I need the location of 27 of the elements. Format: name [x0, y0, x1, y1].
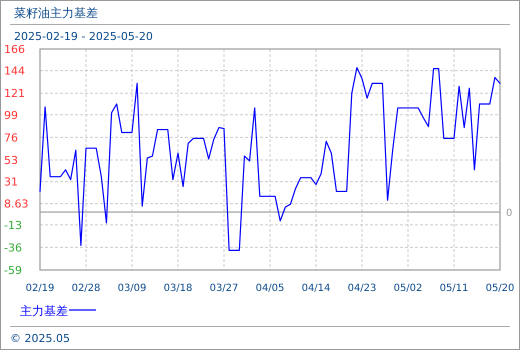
- x-tick-label: 05/11: [440, 283, 468, 294]
- y-tick-label: -13: [4, 218, 22, 232]
- y-tick-label: 99: [4, 108, 18, 122]
- legend-label: 主力基差: [20, 304, 68, 318]
- x-tick-label: 04/23: [348, 283, 376, 294]
- x-tick-label: 02/28: [72, 283, 100, 294]
- y-tick-label: -36: [4, 241, 22, 254]
- x-tick-label: 05/20: [486, 283, 514, 294]
- x-tick-label: 03/27: [210, 283, 238, 294]
- ref-line-label: 0: [506, 208, 512, 220]
- y-tick-label: 76: [4, 131, 18, 144]
- y-tick-label: 31: [4, 176, 18, 189]
- x-tick-label: 05/02: [394, 283, 422, 294]
- x-tick-label: 03/09: [118, 283, 146, 294]
- x-tick-label: 02/19: [26, 283, 54, 294]
- y-tick-label: 53: [4, 154, 18, 167]
- y-tick-label: 144: [4, 64, 25, 78]
- y-tick-label: -59: [4, 264, 22, 277]
- x-tick-label: 04/05: [256, 283, 284, 294]
- y-tick-label: 121: [4, 87, 25, 100]
- x-tick-label: 03/18: [164, 283, 192, 294]
- chart-title: 菜籽油主力基差: [14, 6, 98, 20]
- y-tick-label: 8.63: [4, 198, 28, 211]
- y-tick-label: 166: [4, 43, 25, 56]
- text: © 2025.05: [10, 332, 70, 345]
- chart-subtitle: 2025-02-19 - 2025-05-20: [14, 30, 153, 43]
- x-tick-label: 04/14: [302, 283, 330, 294]
